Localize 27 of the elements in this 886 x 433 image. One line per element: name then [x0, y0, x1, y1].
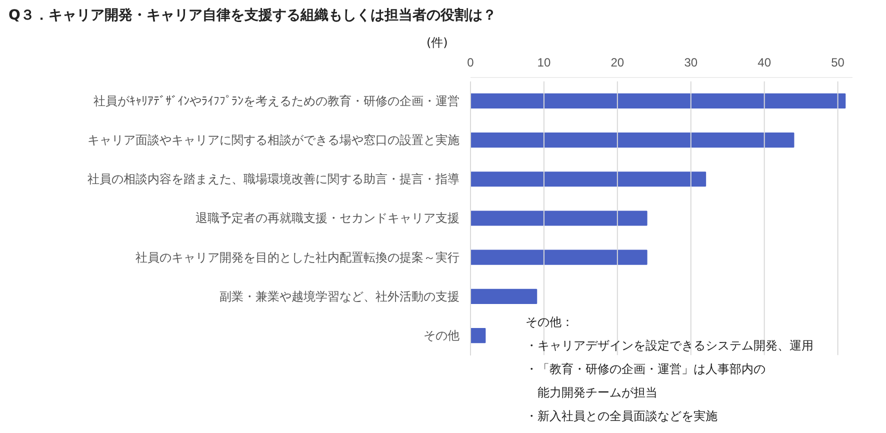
bar	[470, 210, 648, 226]
x-tick-label: 40	[758, 56, 772, 70]
y-tick-label: 社員がｷｬﾘｱﾃﾞｻﾞｲﾝやﾗｲﾌﾌﾟﾗﾝを考えるための教育・研修の企画・運営	[94, 94, 460, 108]
bar	[470, 328, 486, 344]
bar	[470, 93, 846, 108]
y-tick-label: 社員の相談内容を踏まえた、職場環境改善に関する助言・提言・指導	[88, 172, 460, 186]
annotation: ・キャリアデザインを設定できるシステム開発、運用	[526, 338, 814, 353]
bar	[470, 288, 538, 304]
x-tick-label: 0	[467, 56, 474, 70]
y-tick-label: 社員のキャリア開発を目的とした社内配置転換の提案～実行	[136, 250, 460, 264]
text: ・新入社員との全員面談などを実施	[526, 409, 718, 424]
x-tick-label: 10	[537, 56, 551, 70]
bar	[470, 132, 794, 148]
bar	[470, 172, 706, 187]
text: Q３．キャリア開発・キャリア自律を支援する組織もしくは担当者の役割は？	[8, 6, 496, 24]
text: 能力開発チームが担当	[526, 386, 658, 400]
annotation: その他：	[526, 315, 574, 330]
x-tick-label: 30	[684, 56, 698, 70]
bar	[470, 250, 648, 265]
y-tick-label: その他	[424, 328, 460, 343]
text: ・「教育・研修の企画・運営」は人事部内の	[526, 362, 766, 376]
y-tick-label: 副業・兼業や越境学習など、社外活動の支援	[220, 289, 460, 304]
x-tick-label: 50	[831, 56, 845, 70]
y-tick-label: 退職予定者の再就職支援・セカンドキャリア支援	[196, 211, 460, 226]
x-tick-label: 20	[610, 56, 624, 70]
y-tick-label: キャリア面談やキャリアに関する相談ができる場や窓口の設置と実施	[88, 133, 460, 148]
x-axis-title: (件)	[426, 36, 448, 50]
